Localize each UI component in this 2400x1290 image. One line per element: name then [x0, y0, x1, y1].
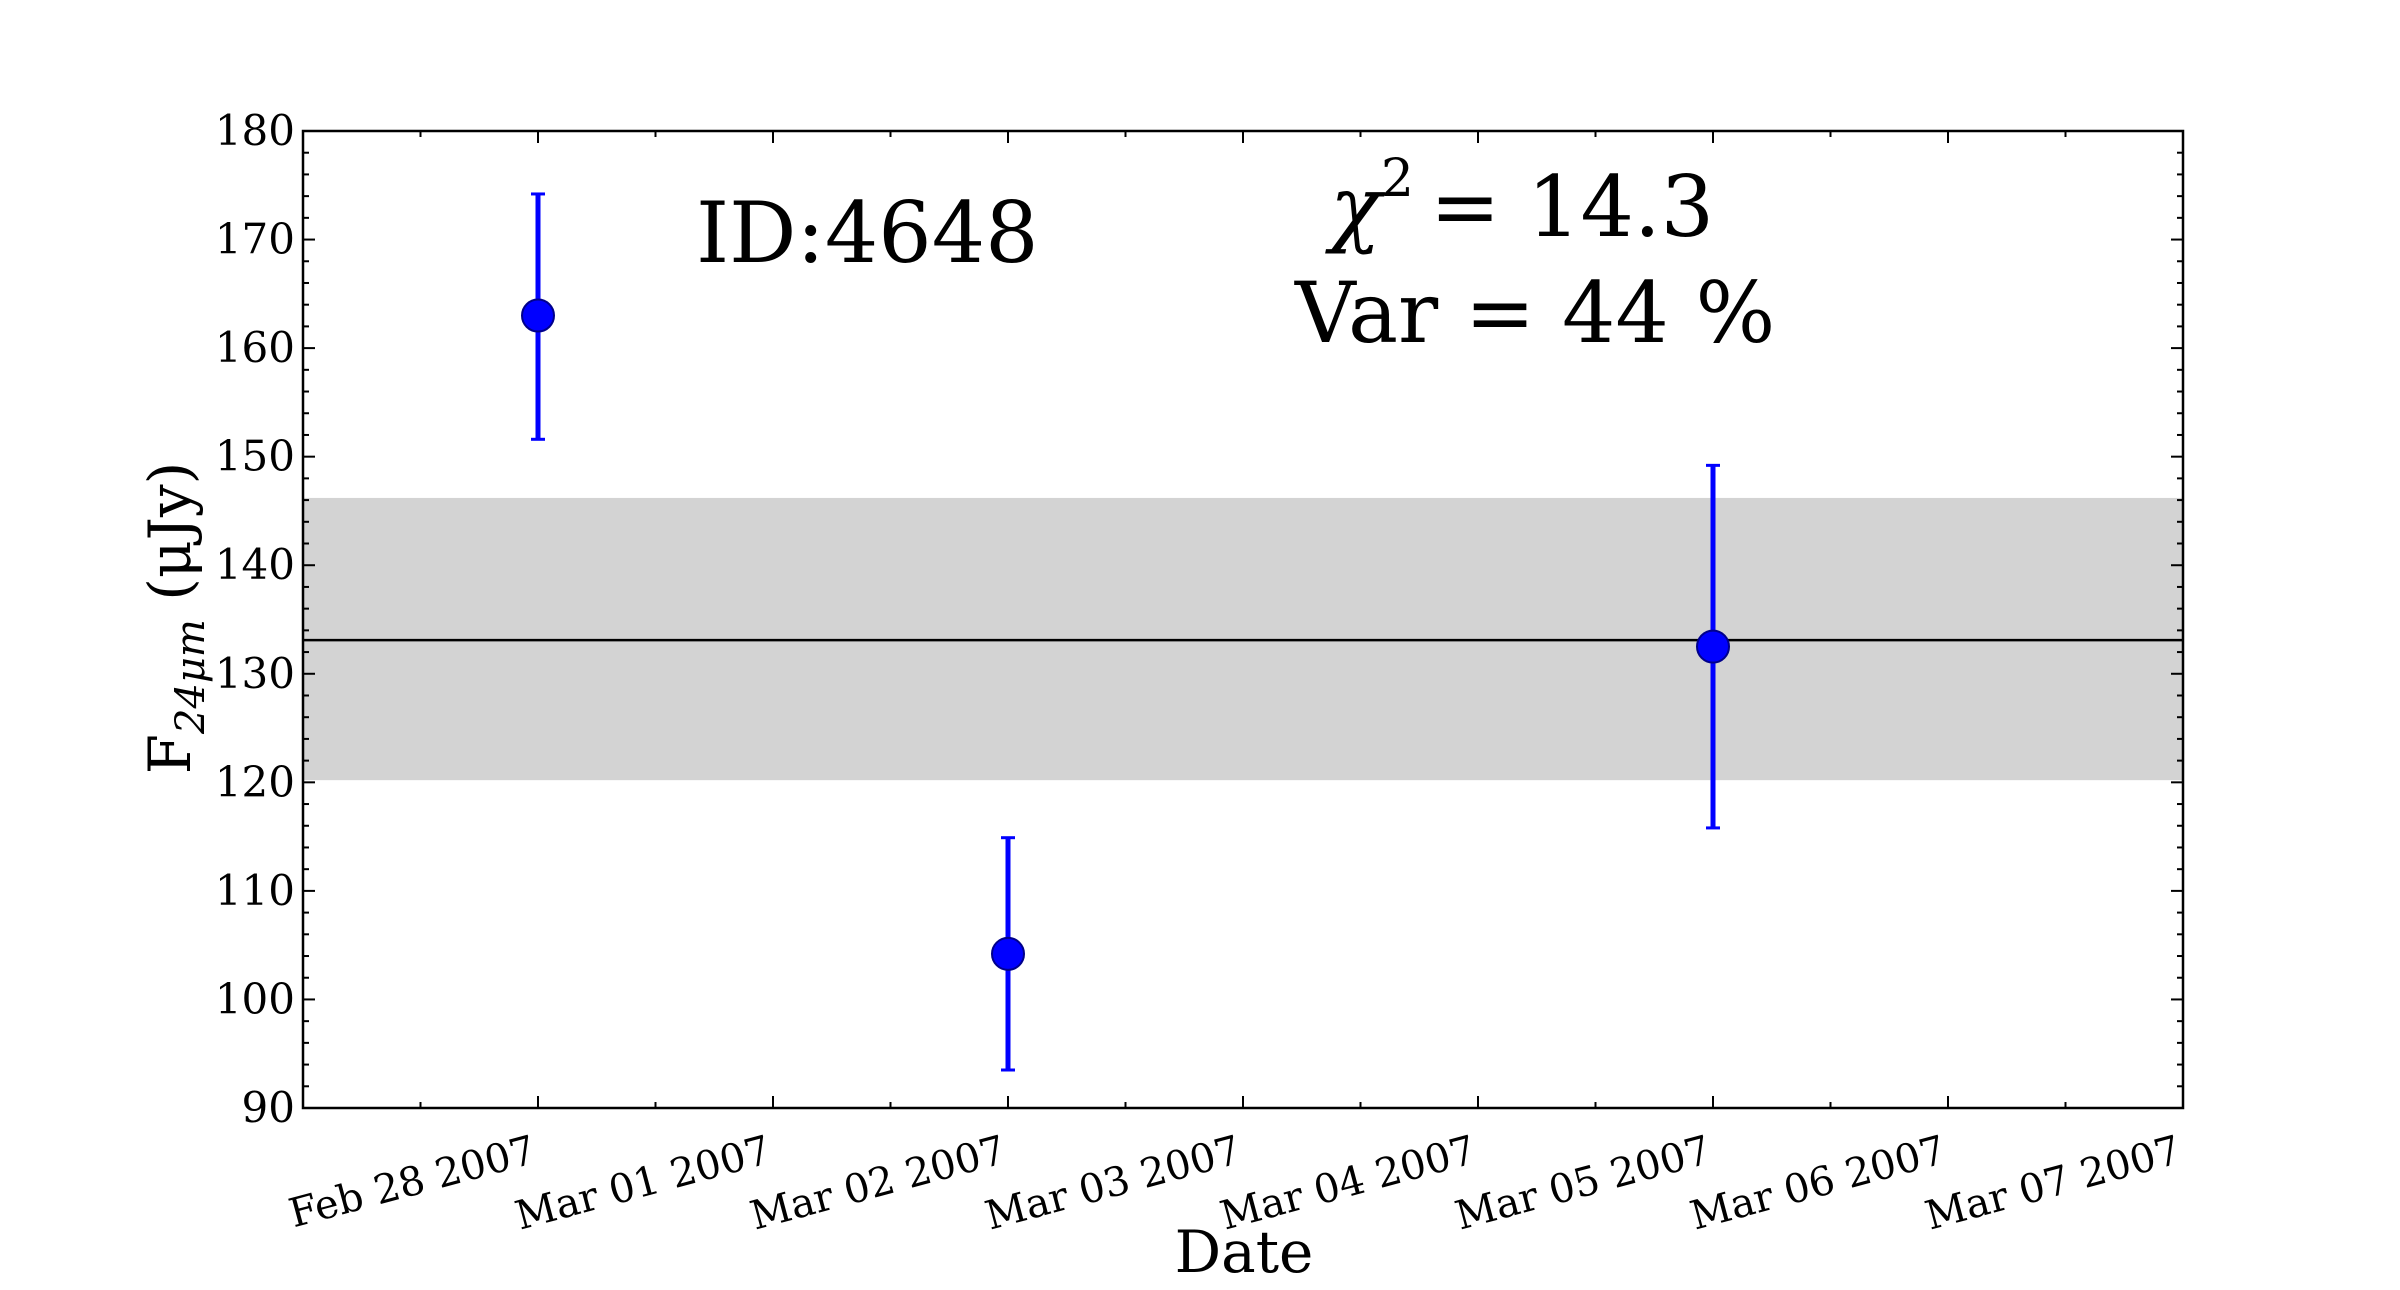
x-axis-title: Date — [1175, 1218, 1314, 1285]
x-tick-label: Mar 05 2007 — [1451, 1127, 1716, 1239]
svg-text:F24μm (μJy): F24μm (μJy) — [136, 462, 214, 774]
x-tick-label: Mar 06 2007 — [1686, 1127, 1951, 1239]
y-tick-label: 110 — [215, 866, 295, 915]
y-tick-label: 120 — [215, 757, 295, 806]
y-axis-title-sub: 24μm — [168, 619, 214, 735]
y-tick-label: 150 — [215, 432, 295, 481]
y-axis-title-main: F — [136, 734, 204, 774]
chi2-value: = 14.3 — [1430, 158, 1714, 256]
y-axis-title: F24μm (μJy) — [136, 462, 214, 774]
points-layer — [521, 192, 1730, 1072]
y-tick-label: 180 — [215, 106, 295, 155]
data-point — [991, 936, 1025, 971]
var-annotation: Var = 44 % — [1294, 264, 1775, 362]
y-axis-title-space — [136, 601, 204, 619]
x-tick-label: Mar 07 2007 — [1921, 1127, 2186, 1239]
y-tick-label: 100 — [215, 974, 295, 1023]
data-point — [1696, 629, 1730, 664]
x-tick-label: Mar 01 2007 — [511, 1127, 776, 1239]
y-tick-label: 160 — [215, 323, 295, 372]
y-tick-label: 130 — [215, 649, 295, 698]
chi2-symbol: χ — [1325, 158, 1386, 256]
x-tick-label: Mar 02 2007 — [746, 1127, 1011, 1239]
y-axis-title-unit: (μJy) — [136, 462, 204, 601]
plot-frame — [301, 129, 2185, 1110]
y-tick-label: 140 — [215, 540, 295, 589]
id-annotation: ID:4648 — [696, 184, 1039, 282]
chi2-annotation: χ2 = 14.3 — [1325, 149, 1714, 256]
data-point — [521, 298, 555, 333]
x-tick-label: Feb 28 2007 — [284, 1127, 540, 1237]
y-tick-label: 170 — [215, 215, 295, 264]
chi2-exponent: 2 — [1381, 149, 1414, 209]
y-tick-label: 90 — [242, 1083, 295, 1132]
